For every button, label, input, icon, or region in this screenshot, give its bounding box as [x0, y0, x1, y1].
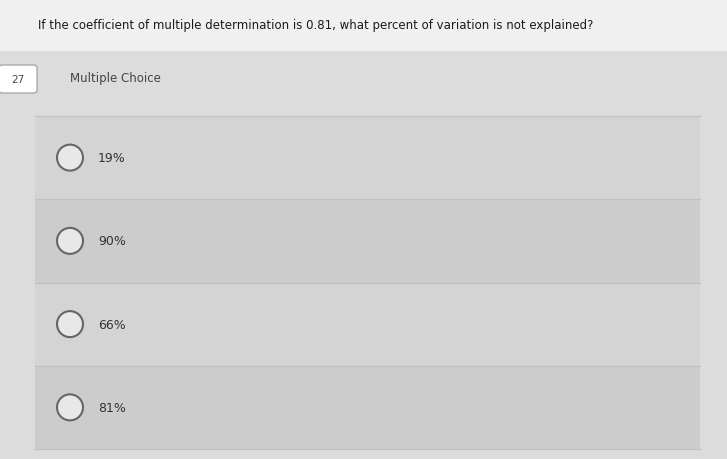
FancyBboxPatch shape	[0, 0, 727, 52]
FancyBboxPatch shape	[35, 366, 700, 449]
FancyBboxPatch shape	[35, 117, 700, 200]
Text: 81%: 81%	[98, 401, 126, 414]
Circle shape	[57, 312, 83, 337]
Text: Multiple Choice: Multiple Choice	[70, 72, 161, 85]
Circle shape	[57, 146, 83, 171]
FancyBboxPatch shape	[35, 200, 700, 283]
Text: 66%: 66%	[98, 318, 126, 331]
Text: If the coefficient of multiple determination is 0.81, what percent of variation : If the coefficient of multiple determina…	[38, 19, 593, 33]
FancyBboxPatch shape	[0, 66, 37, 94]
Circle shape	[57, 229, 83, 254]
Circle shape	[57, 395, 83, 420]
Text: 90%: 90%	[98, 235, 126, 248]
Text: 19%: 19%	[98, 152, 126, 165]
FancyBboxPatch shape	[0, 52, 727, 459]
FancyBboxPatch shape	[35, 283, 700, 366]
Text: 27: 27	[12, 75, 25, 85]
